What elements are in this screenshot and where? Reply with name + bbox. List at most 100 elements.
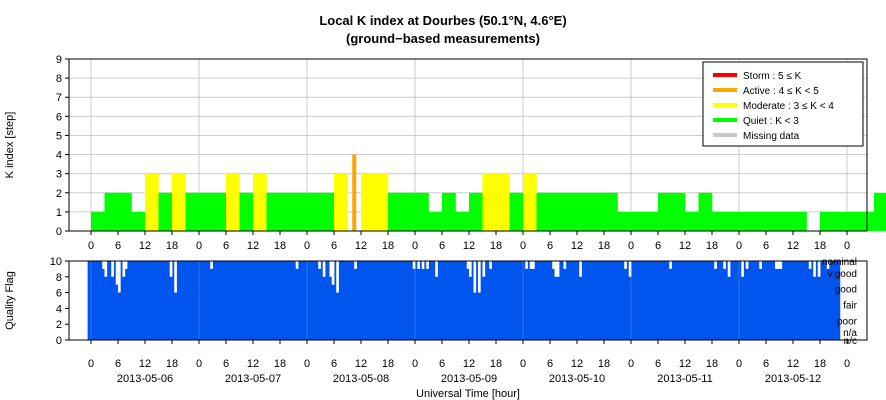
k-ytick-label-3: 3 [56,169,62,181]
quality-dip-43 [745,261,749,269]
quality-level-3: fair [843,300,858,311]
k-bar-49 [752,211,767,231]
k-bar-56 [847,211,861,231]
k-xtick-label-26: 12 [787,240,799,252]
quality-dip-15 [336,261,339,293]
quality-dip-29 [529,261,533,269]
k-xtick-label-19: 18 [598,240,610,252]
q-xtick-label-22: 12 [679,358,691,370]
k-bar-44 [685,211,699,231]
quality-dip-1 [104,261,108,277]
q-xtick-label-24: 0 [736,358,742,370]
k-xtick-label-12: 0 [412,240,418,252]
k-ytick-label-0: 0 [56,226,62,238]
k-index-y-ticks: 0 1 2 3 4 5 6 7 8 9 [56,54,69,238]
k-xtick-label-22: 12 [679,240,691,252]
q-xtick-label-8: 0 [304,358,310,370]
k-ytick-label-6: 6 [56,111,62,123]
k-bar-25 [428,211,443,231]
legend-label-missing: Missing data [743,131,800,142]
quality-dip-12 [322,261,326,277]
quality-flag-y-ticks: 0 2 4 6 8 10 [50,256,69,347]
date-label-4: 2013-05-10 [549,373,605,385]
k-xtick-label-7: 18 [274,240,286,252]
quality-flag-gridlines [90,261,848,340]
q-xtick-label-25: 6 [763,358,769,370]
quality-dip-41 [727,261,731,277]
quality-dip-0 [102,261,105,269]
k-ytick-label-7: 7 [56,92,62,104]
quality-dip-5 [122,261,126,277]
quality-dip-26 [482,261,486,277]
k-bar-7 [185,192,200,231]
k-ytick-label-4: 4 [56,150,62,162]
k-bar-2 [118,192,132,231]
k-bar-17 [320,192,335,231]
k-xtick-label-9: 6 [331,240,337,252]
legend-label-storm: Storm : 5 ≤ K [743,71,802,82]
quality-dip-33 [556,261,560,277]
quality-dip-42 [741,261,744,277]
quality-dip-35 [579,261,582,277]
q-xtick-label-11: 18 [382,358,394,370]
k-bar-47 [725,211,740,231]
k-bar-54 [820,211,834,231]
quality-dip-51 [826,261,830,269]
quality-flag-x-ticks: 0 6 12 18 0 6 12 18 0 6 12 18 0 6 12 18 0 6 12 18 0 6 12 18 0 6 12… [88,340,850,370]
k-xtick-label-2: 12 [139,240,151,252]
k-xtick-label-27: 18 [814,240,826,252]
k-xtick-label-24: 0 [736,240,742,252]
quality-level-5: n/a [843,328,857,339]
k-bar-14 [280,192,294,231]
date-label-0: 2013-05-06 [117,373,173,385]
quality-dip-18 [417,261,420,269]
q-ytick-label-1: 2 [56,319,62,331]
date-label-2: 2013-05-08 [333,373,389,385]
q-xtick-label-28: 0 [844,358,850,370]
k-xtick-label-0: 0 [88,240,94,252]
k-xtick-label-15: 18 [490,240,502,252]
k-xtick-label-3: 18 [166,240,178,252]
q-xtick-label-6: 12 [247,358,259,370]
k-xtick-label-28: 0 [844,240,850,252]
quality-dip-49 [813,261,816,277]
q-ytick-label-0: 0 [56,335,62,347]
quality-flag-y-axis-label: Quality Flag [4,271,16,330]
q-xtick-label-18: 12 [571,358,583,370]
quality-dip-20 [426,261,429,269]
q-xtick-label-27: 18 [814,358,826,370]
q-ytick-label-2: 4 [56,303,62,315]
k-bar-0 [91,211,105,231]
q-xtick-label-26: 12 [787,358,799,370]
k-bar-20 [361,173,375,231]
q-xtick-label-10: 12 [355,358,367,370]
k-bar-50 [766,211,780,231]
quality-dip-11 [318,261,321,269]
k-bar-6 [172,173,186,231]
k-bar-38 [604,192,618,231]
k-bar-52 [793,211,807,231]
q-xtick-label-4: 0 [196,358,202,370]
quality-dip-46 [777,261,780,269]
quality-dip-9 [210,261,213,269]
k-bar-16 [307,192,321,231]
quality-dip-47 [779,261,783,269]
k-bar-42 [658,192,672,231]
quality-dip-14 [331,261,335,285]
k-xtick-label-23: 18 [706,240,718,252]
quality-level-0: nominal [822,257,857,268]
quality-dip-17 [412,261,416,269]
legend: Storm : 5 ≤ K Active : 4 ≤ K < 5 Moderate … [702,61,864,147]
quality-dip-36 [624,261,627,269]
k-bar-30 [496,173,510,231]
k-xtick-label-17: 6 [547,240,553,252]
k-xtick-label-4: 0 [196,240,202,252]
k-bar-13 [266,192,281,231]
k-ytick-label-8: 8 [56,73,62,85]
x-axis-label: Universal Time [hour] [416,388,520,400]
k-bar-40 [631,211,645,231]
quality-dip-40 [723,261,726,269]
k-index-plot-frame [68,58,868,232]
